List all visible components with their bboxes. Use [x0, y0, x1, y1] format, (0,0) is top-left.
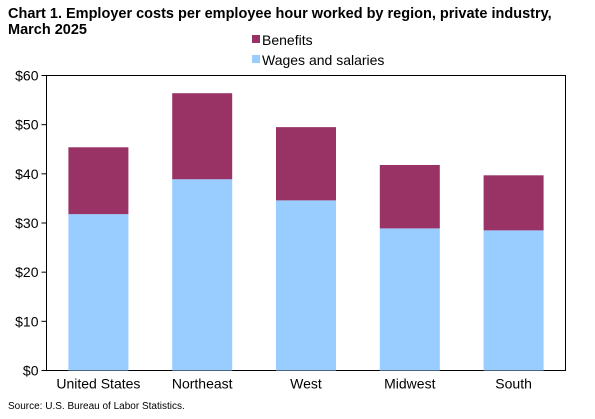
- bar-wages-and-salaries: [483, 230, 544, 371]
- y-tick-label: $20: [15, 264, 39, 280]
- legend-label: Benefits: [262, 32, 313, 48]
- bar-wages-and-salaries: [68, 214, 129, 371]
- y-tick-label: $50: [15, 117, 39, 133]
- bar-benefits: [276, 127, 336, 201]
- bar-benefits: [68, 147, 129, 215]
- y-axis: $0 $10 $20 $30 $40 $50 $60: [15, 68, 47, 379]
- bar-wages-and-salaries: [172, 179, 233, 371]
- y-tick-label: $60: [15, 68, 39, 84]
- bars: [68, 93, 544, 371]
- bar-wages-and-salaries: [276, 200, 336, 371]
- y-tick-label: $40: [15, 166, 39, 182]
- bar-benefits: [483, 175, 544, 231]
- x-tick-label: Midwest: [384, 376, 435, 392]
- bar-wages-and-salaries: [379, 228, 440, 371]
- y-tick-label: $10: [15, 313, 39, 329]
- legend-swatch: [252, 55, 260, 63]
- x-tick-label: West: [290, 376, 322, 392]
- legend-swatch: [252, 35, 260, 43]
- y-tick-label: $0: [23, 363, 39, 379]
- x-tick-label: South: [495, 376, 532, 392]
- legend-label: Wages and salaries: [262, 52, 384, 68]
- bar-benefits: [172, 93, 233, 180]
- legend: Benefits Wages and salaries: [252, 32, 384, 68]
- bar-benefits: [379, 164, 440, 229]
- x-tick-label: United States: [56, 376, 140, 392]
- source-note: Source: U.S. Bureau of Labor Statistics.: [8, 401, 185, 412]
- y-tick-label: $30: [15, 215, 39, 231]
- x-axis: United States Northeast West Midwest South: [56, 376, 532, 392]
- chart-title: Chart 1. Employer costs per employee hou…: [8, 6, 552, 38]
- x-tick-label: Northeast: [172, 376, 233, 392]
